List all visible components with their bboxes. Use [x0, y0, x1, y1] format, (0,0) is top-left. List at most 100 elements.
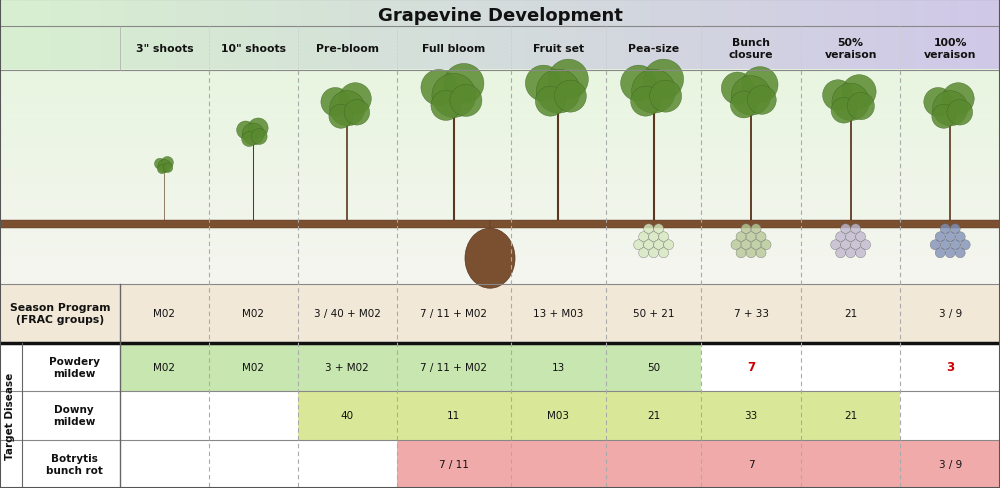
Circle shape [741, 224, 751, 234]
Text: Pea-size: Pea-size [628, 44, 679, 54]
Text: Season Program
(FRAC groups): Season Program (FRAC groups) [10, 303, 110, 325]
Circle shape [832, 84, 869, 122]
Circle shape [932, 105, 956, 129]
Circle shape [736, 248, 746, 258]
Text: Powdery
mildew: Powdery mildew [48, 356, 100, 378]
Circle shape [444, 64, 484, 104]
Text: 50%
veraison: 50% veraison [824, 38, 877, 60]
Circle shape [940, 240, 950, 250]
Text: Pre-bloom: Pre-bloom [316, 44, 379, 54]
Circle shape [621, 66, 657, 102]
Circle shape [730, 92, 757, 119]
Text: 7: 7 [747, 361, 755, 373]
Circle shape [924, 88, 953, 117]
Circle shape [154, 159, 165, 170]
Circle shape [935, 232, 945, 242]
Text: 3: 3 [946, 361, 954, 373]
Circle shape [746, 232, 756, 242]
Text: 33: 33 [744, 410, 758, 420]
Circle shape [861, 240, 871, 250]
Bar [0, 285, 1000, 343]
Circle shape [851, 240, 861, 250]
Circle shape [847, 93, 874, 121]
Text: 50 + 21: 50 + 21 [633, 308, 674, 319]
Text: M03: M03 [547, 410, 569, 420]
Text: 7 / 11 + M02: 7 / 11 + M02 [420, 362, 487, 372]
Text: M02: M02 [242, 362, 264, 372]
Circle shape [659, 248, 669, 258]
Circle shape [945, 232, 955, 242]
Text: Grapevine Development: Grapevine Development [378, 7, 622, 25]
Circle shape [933, 91, 968, 126]
Circle shape [330, 91, 365, 126]
Text: Botrytis
bunch rot: Botrytis bunch rot [46, 453, 102, 474]
Circle shape [248, 119, 268, 139]
Text: 50: 50 [647, 362, 660, 372]
Text: 21: 21 [844, 410, 857, 420]
Circle shape [644, 240, 654, 250]
Circle shape [747, 86, 776, 115]
Circle shape [650, 81, 682, 113]
Bar [120, 343, 701, 391]
Circle shape [846, 248, 856, 258]
FancyArrow shape [490, 221, 1000, 228]
Circle shape [344, 100, 370, 126]
Circle shape [237, 122, 255, 140]
Text: 3 + M02: 3 + M02 [325, 362, 369, 372]
Text: 40: 40 [341, 410, 354, 420]
Circle shape [831, 99, 857, 124]
Text: 13 + M03: 13 + M03 [533, 308, 584, 319]
Circle shape [930, 240, 940, 250]
Circle shape [639, 232, 649, 242]
Ellipse shape [465, 229, 515, 288]
Circle shape [955, 232, 965, 242]
Circle shape [935, 248, 945, 258]
Text: 7: 7 [748, 459, 754, 469]
Text: M02: M02 [153, 308, 175, 319]
Text: Downy
mildew: Downy mildew [53, 405, 95, 426]
Circle shape [242, 124, 264, 146]
Circle shape [731, 77, 771, 116]
Circle shape [161, 157, 173, 169]
Text: 3" shoots: 3" shoots [136, 44, 193, 54]
Text: 100%
veraison: 100% veraison [924, 38, 976, 60]
Circle shape [644, 60, 684, 100]
Circle shape [846, 232, 856, 242]
Circle shape [329, 105, 353, 129]
Circle shape [836, 248, 846, 258]
Text: 13: 13 [552, 362, 565, 372]
FancyArrow shape [0, 221, 490, 228]
Circle shape [945, 248, 955, 258]
Text: Full bloom: Full bloom [422, 44, 486, 54]
Circle shape [659, 232, 669, 242]
Circle shape [841, 224, 851, 234]
Circle shape [950, 224, 960, 234]
Circle shape [649, 248, 659, 258]
Circle shape [339, 83, 371, 116]
Text: 7 + 33: 7 + 33 [734, 308, 769, 319]
Circle shape [632, 70, 676, 114]
Circle shape [761, 240, 771, 250]
Circle shape [746, 248, 756, 258]
Circle shape [836, 232, 846, 242]
Circle shape [736, 232, 746, 242]
Circle shape [157, 165, 166, 174]
Circle shape [942, 83, 974, 116]
Bar [397, 440, 1000, 488]
Circle shape [731, 240, 741, 250]
Circle shape [756, 232, 766, 242]
Circle shape [639, 248, 649, 258]
Circle shape [823, 81, 853, 111]
Circle shape [649, 232, 659, 242]
Circle shape [741, 240, 751, 250]
Circle shape [856, 248, 866, 258]
Circle shape [634, 240, 644, 250]
Circle shape [756, 248, 766, 258]
Circle shape [554, 81, 586, 113]
Bar [298, 391, 900, 440]
Circle shape [644, 224, 654, 234]
Circle shape [851, 224, 861, 234]
Circle shape [721, 73, 754, 105]
Circle shape [535, 87, 565, 117]
Circle shape [742, 67, 778, 103]
